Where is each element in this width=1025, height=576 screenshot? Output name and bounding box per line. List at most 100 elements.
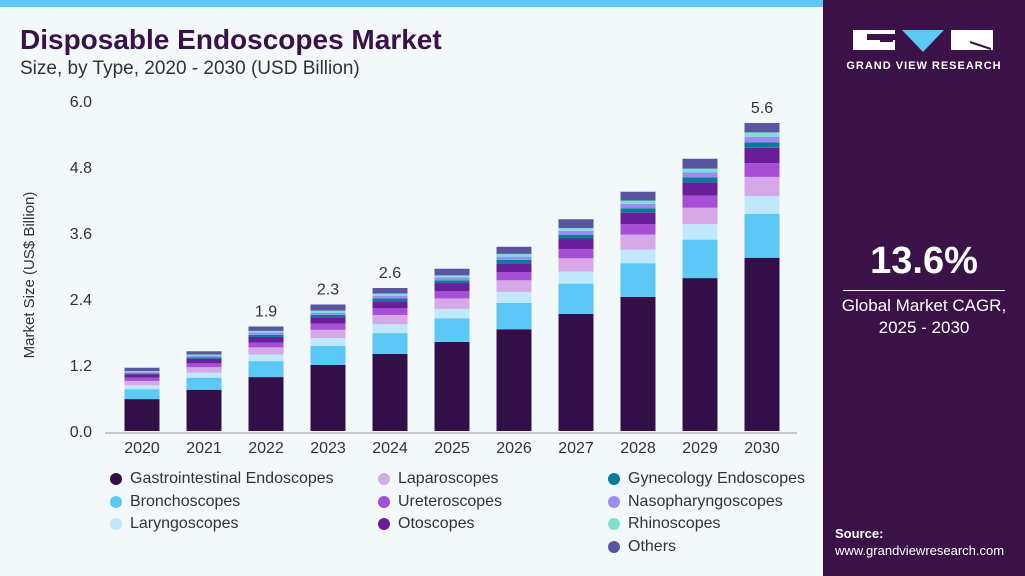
stacked-bar-chart: 0.0 1.2 2.4 3.6 4.8 6.0 Market Size (US$ Billi…: [21, 94, 797, 457]
bar-segment: [620, 212, 656, 225]
bar-segment: [248, 336, 284, 343]
bar-segment: [682, 182, 718, 196]
bar-segment: [434, 308, 470, 319]
legend-swatch: [378, 518, 390, 530]
bar-segment: [248, 347, 284, 355]
legend-swatch: [378, 473, 390, 485]
bar-segment: [620, 263, 656, 297]
bar-segment: [434, 291, 470, 299]
legend-item: Laryngoscopes: [110, 515, 239, 533]
bar-segment: [310, 338, 346, 346]
bar-segment: [124, 389, 160, 400]
bar-segment: [558, 230, 594, 235]
bar-segment: [248, 326, 284, 331]
side-panel: GRAND VIEW RESEARCH 13.6% Global Market …: [823, 0, 1025, 576]
bar-segment: [124, 367, 160, 372]
bar-segment: [434, 268, 470, 276]
y-tick-label: 4.8: [70, 160, 92, 177]
bar-segment: [620, 200, 656, 204]
legend-item: Bronchoscopes: [110, 493, 240, 511]
bar-segment: [434, 298, 470, 309]
legend-swatch: [608, 495, 620, 508]
bar-segment: [372, 354, 408, 431]
y-tick-label: 0.0: [70, 424, 92, 441]
bar-segment: [496, 329, 532, 431]
bar-segment: [372, 301, 408, 309]
legend-label: Otoscopes: [398, 515, 475, 532]
bar-segment: [496, 272, 532, 281]
bar-segment: [124, 385, 160, 390]
divider: [843, 290, 1005, 291]
bar-segment: [372, 288, 408, 294]
bar-segment: [372, 298, 408, 302]
bar-segment: [744, 132, 780, 137]
bar-segment: [186, 355, 222, 358]
bar-segment: [558, 234, 594, 239]
bar-segment: [682, 207, 718, 225]
bar-segment: [434, 283, 470, 292]
bar-segment: [124, 371, 160, 373]
bar-segment: [744, 136, 780, 143]
legend-label: Gastrointestinal Endoscopes: [130, 470, 334, 487]
x-tick-label: 2023: [310, 440, 346, 457]
legend-label: Nasopharyngoscopes: [628, 492, 783, 510]
bar-segment: [434, 277, 470, 281]
data-label: 2.3: [317, 282, 339, 299]
bar-segment: [620, 224, 656, 235]
legend-item: Nasopharyngoscopes: [608, 493, 783, 511]
bar-segment: [124, 399, 160, 431]
bar-segment: [372, 295, 408, 299]
cagr-label-line1: Global Market CAGR,: [841, 296, 1007, 315]
bar-segment: [186, 363, 222, 368]
bar-segment: [434, 341, 470, 431]
x-tick-label: 2020: [124, 440, 160, 457]
bar-segment: [248, 330, 284, 333]
legend-label: Laparoscopes: [398, 470, 499, 487]
bar-segment: [682, 278, 718, 431]
bar-segment: [558, 219, 594, 229]
data-label: 5.6: [751, 100, 773, 117]
source-link[interactable]: www.grandviewresearch.com: [835, 543, 1005, 558]
bar-segment: [310, 365, 346, 431]
bar-segment: [310, 304, 346, 311]
bar-segment: [682, 177, 718, 183]
bar-segment: [186, 367, 222, 373]
bar-segment: [310, 317, 346, 324]
bar-segment: [310, 310, 346, 313]
grand-view-research-logo: [853, 30, 993, 52]
bar-segment: [558, 283, 594, 314]
bar-segment: [186, 389, 222, 431]
legend-item: Laparoscopes: [378, 470, 499, 488]
bar-segment: [744, 257, 780, 431]
legend-item: Gynecology Endoscopes: [608, 470, 805, 488]
bar-segment: [372, 314, 408, 325]
bar-segment: [744, 123, 780, 133]
legend-item: Ureteroscopes: [378, 493, 502, 511]
x-tick-label: 2021: [186, 440, 222, 457]
bar-segment: [682, 172, 718, 178]
x-tick-label: 2027: [558, 440, 594, 457]
bar-segment: [496, 280, 532, 292]
chart-title: Disposable Endoscopes Market: [20, 24, 442, 55]
legend-item: Others: [608, 538, 676, 556]
bar-segment: [186, 377, 222, 390]
bar-segment: [744, 213, 780, 258]
bar-segment: [372, 293, 408, 296]
bar-segment: [744, 196, 780, 214]
bar-segment: [620, 249, 656, 264]
x-tick-label: 2029: [682, 440, 718, 457]
bar-segment: [186, 358, 222, 364]
x-tick-label: 2025: [434, 440, 470, 457]
legend-label: Gynecology Endoscopes: [628, 470, 805, 487]
legend-label: Rhinoscopes: [628, 515, 721, 532]
bar-segment: [682, 168, 718, 173]
bar-segment: [744, 176, 780, 197]
bar-segment: [124, 374, 160, 378]
bar-segment: [124, 372, 160, 374]
bar-segment: [558, 271, 594, 284]
bar-segment: [124, 373, 160, 375]
cagr-label-line2: 2025 - 2030: [878, 318, 970, 337]
legend-item: Otoscopes: [378, 515, 474, 533]
bar-segment: [744, 163, 780, 177]
x-tick-label: 2028: [620, 440, 656, 457]
